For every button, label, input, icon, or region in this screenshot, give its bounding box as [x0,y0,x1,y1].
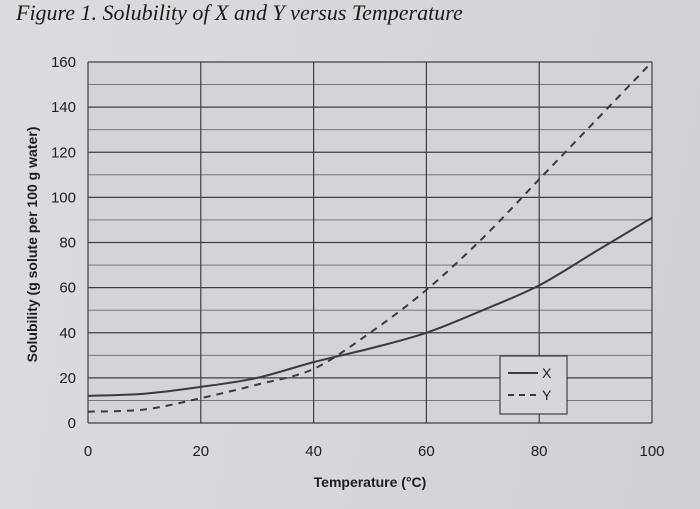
x-tick-label: 40 [305,443,322,460]
legend-label-y: Y [542,387,552,403]
legend-box [499,355,568,415]
x-tick-label: 80 [531,443,548,460]
y-tick-label: 100 [51,189,76,206]
y-tick-label: 0 [68,415,76,432]
series-line-x [87,216,653,397]
y-tick-label: 160 [51,54,76,71]
x-tick-label: 100 [639,443,664,460]
x-axis-title: Temperature (°C) [314,474,427,490]
legend-label-x: X [542,365,552,381]
y-tick-label: 40 [59,325,76,342]
y-tick-label: 60 [59,280,76,297]
x-tick-label: 20 [192,443,209,460]
y-tick-label: 140 [51,99,76,116]
y-axis-title: Solubility (g solute per 100 g water) [24,127,40,363]
x-tick-label: 0 [84,443,92,460]
series-line-y [87,61,653,413]
figure-title: Figure 1. Solubility of X and Y versus T… [16,0,463,25]
y-tick-label: 120 [51,144,76,161]
y-tick-label: 80 [59,235,76,252]
y-tick-label: 20 [59,370,76,387]
x-tick-label: 60 [418,443,435,460]
